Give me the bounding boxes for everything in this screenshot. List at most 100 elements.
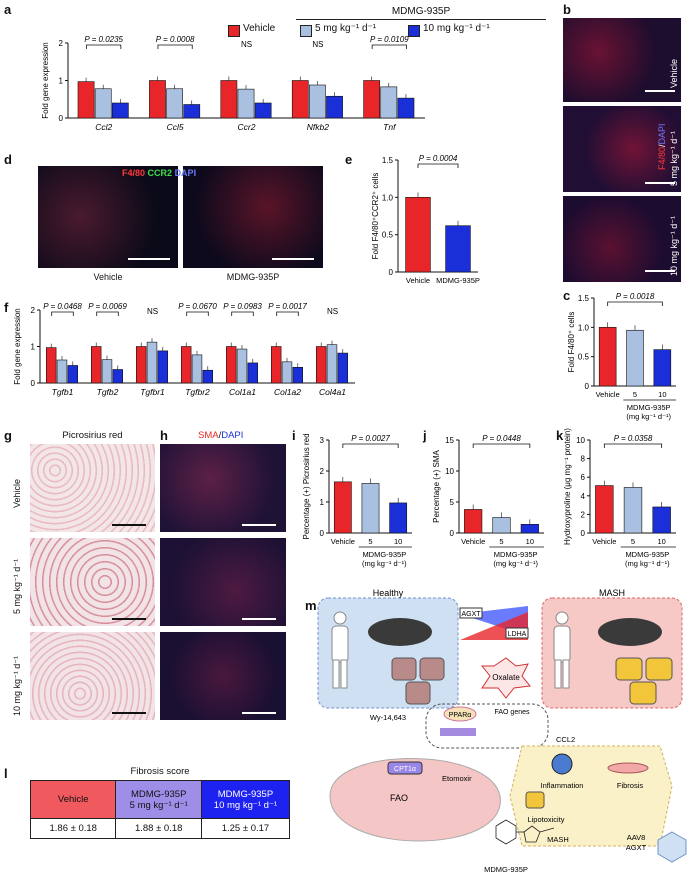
hepatocyte-mash-icon [615, 657, 673, 705]
bar-f [315, 346, 327, 384]
x-tick-label-f: Col1a1 [229, 387, 256, 397]
bar-i [333, 481, 352, 534]
bar-f [281, 361, 293, 384]
mouse-icon [368, 618, 432, 646]
bar-k [623, 487, 643, 534]
bar-i [361, 483, 380, 534]
bar-a [77, 81, 95, 119]
stain-dapi: DAPI [174, 168, 197, 178]
x-tick-label-a: Ccl2 [95, 122, 112, 132]
stat-label-a: P = 0.0109 [370, 35, 409, 44]
bar-f [236, 348, 248, 384]
micrograph-b-5mg [563, 106, 681, 192]
y-axis-label-e: Fold F4/80⁺CCR2⁺ cells [371, 173, 380, 260]
bar-a [149, 80, 166, 119]
mouse-icon [598, 618, 662, 646]
lipotoxic-cell-icon [525, 791, 545, 809]
y-axis-label-c: Fold F4/80⁺ cells [567, 312, 576, 373]
stat-bracket-e [417, 163, 459, 168]
panel-label-h: h [160, 428, 168, 443]
panel-label-c: c [563, 288, 571, 303]
x-tick-label-i: 5 [368, 537, 372, 546]
group-label-c: MDMG-935P [627, 403, 671, 412]
aav8-label: AAV8 [627, 833, 646, 842]
y-tick-label-k: 10 [576, 436, 585, 445]
scale-bar [645, 90, 675, 92]
x-tick-label-f: Tgfbr2 [185, 387, 210, 397]
group-unit-k: (mg kg⁻¹ d⁻¹) [625, 559, 670, 568]
bar-a [220, 80, 238, 119]
legend-label-dose10: 10 mg kg⁻¹ d⁻¹ [423, 23, 490, 34]
b-row-label-5mg: 5 mg kg⁻¹ d⁻¹ [669, 130, 679, 186]
h-stain-label: SMA/DAPI [198, 430, 243, 441]
fibrosis-value-5mg: 1.88 ± 0.18 [115, 818, 202, 839]
stat-label-j: P = 0.0448 [482, 434, 521, 443]
micrograph-g-5mg [30, 538, 155, 626]
bar-f [56, 359, 68, 384]
nucleus-outline [425, 703, 549, 749]
y-axis-label-i: Percentage (+) Picrosirius red [302, 433, 311, 539]
stat-bracket-c [607, 301, 663, 306]
stain-dapi: DAPI [657, 123, 667, 145]
y-tick-label-c: 1.5 [578, 294, 590, 303]
y-tick-label-f: 1 [31, 343, 36, 352]
y-tick-label-c: 1.0 [578, 323, 590, 332]
panel-label-d: d [4, 152, 12, 167]
y-tick-label-i: 3 [320, 436, 325, 445]
panel-label-j: j [423, 428, 427, 443]
ppar-label: PPARα [449, 712, 472, 719]
ldha-box [505, 627, 529, 639]
group-label-k: MDMG-935P [625, 550, 669, 559]
mitochondrion [329, 758, 501, 842]
fibrosis-value-10mg: 1.25 ± 0.17 [200, 818, 291, 839]
bar-a [94, 88, 112, 119]
bar-j [520, 524, 539, 534]
fibrosis-label: Fibrosis [617, 781, 644, 790]
stat-bracket-f [276, 311, 299, 316]
micrograph-h-vehicle [160, 444, 286, 532]
stat-label-a: NS [312, 40, 323, 49]
micrograph-divider [179, 166, 182, 268]
panel-label-f: f [4, 300, 9, 315]
y-tick-label-k: 8 [581, 455, 586, 464]
x-tick-label-a: Nfkb2 [307, 122, 329, 132]
y-tick-label-j: 0 [450, 529, 455, 538]
mash2-label: MASH [547, 835, 569, 844]
stain-dapi: DAPI [221, 430, 244, 441]
panel-label-e: e [345, 152, 353, 167]
legend-label-vehicle: Vehicle [243, 23, 276, 34]
panel-label-i: i [292, 428, 296, 443]
bar-j [464, 509, 483, 534]
stat-label-a: P = 0.0235 [84, 35, 123, 44]
bar-c [653, 349, 672, 387]
aav-capsid-icon [657, 831, 687, 863]
hepatocyte-healthy-icon [391, 657, 445, 705]
bar-a [237, 88, 255, 119]
stain-f480: F4/80 [657, 146, 667, 170]
bar-f [326, 344, 338, 384]
cpt1-label: CPT1α [394, 766, 416, 773]
d-stain-label: F4/80 CCR2 DAPI [122, 168, 196, 178]
g-title: Picrosirius red [62, 430, 123, 441]
stat-label-f: P = 0.0983 [223, 302, 262, 311]
y-tick-label-j: 10 [445, 467, 454, 476]
scale-bar [242, 712, 276, 714]
scale-bar [242, 524, 276, 526]
legend-swatch-dose10 [408, 25, 420, 37]
y-axis-label-f: Fold gene expression [13, 308, 22, 385]
bar-i [389, 502, 408, 534]
stat-bracket-f [96, 311, 119, 316]
stat-label-i: P = 0.0027 [351, 434, 390, 443]
y-tick-label-e: 1.0 [382, 193, 394, 202]
bar-a [254, 102, 272, 119]
x-tick-label-a: Tnf [383, 122, 397, 132]
fibrosis-title: Fibrosis score [130, 766, 190, 777]
compound-label: MDMG-935P [484, 865, 528, 874]
stat-bracket-j [472, 443, 531, 448]
b-stain-label: F4/80/DAPI [657, 123, 667, 170]
x-tick-label-e: Vehicle [406, 276, 430, 285]
y-tick-label-i: 1 [320, 498, 325, 507]
stat-label-e: P = 0.0004 [419, 154, 458, 163]
stat-bracket-k [603, 443, 663, 448]
fao-label: FAO [390, 793, 408, 803]
